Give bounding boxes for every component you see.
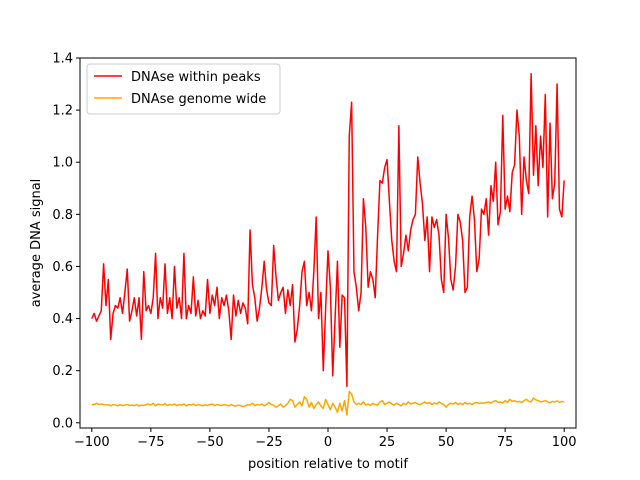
series-line-dnase-genome-wide xyxy=(91,390,565,416)
y-tick-label: 0.2 xyxy=(52,364,73,379)
y-tick-label: 1.0 xyxy=(52,156,73,171)
legend-label-dnase-within-peaks: DNAse within peaks xyxy=(131,70,261,85)
x-tick-label: −25 xyxy=(255,435,282,450)
x-tick-label: −75 xyxy=(137,435,164,450)
legend-box xyxy=(86,63,281,115)
x-tick-label: 0 xyxy=(324,435,332,450)
y-axis-label: average DNA signal xyxy=(29,179,44,308)
series-layer xyxy=(91,72,565,416)
x-tick-label: 25 xyxy=(379,435,396,450)
x-tick-label: 75 xyxy=(497,435,514,450)
x-axis-label: position relative to motif xyxy=(248,457,408,472)
x-tick-label: 50 xyxy=(438,435,455,450)
x-tick-label: −100 xyxy=(74,435,110,450)
y-tick-label: 1.2 xyxy=(52,104,73,119)
x-tick-label: 100 xyxy=(552,435,577,450)
y-tick-label: 1.4 xyxy=(52,52,73,67)
y-tick-label: 0.6 xyxy=(52,260,73,275)
series-line-dnase-within-peaks xyxy=(91,72,565,388)
y-tick-label: 0.8 xyxy=(52,208,73,223)
y-tick-label: 0.0 xyxy=(52,416,73,431)
x-tick-label: −50 xyxy=(196,435,223,450)
y-axis: 0.0 0.2 0.4 0.6 0.8 1.0 1.2 1.4 xyxy=(52,52,80,431)
x-axis: −100 −75 −50 −25 0 25 50 75 100 xyxy=(74,428,577,450)
legend: DNAse within peaks DNAse genome wide xyxy=(86,63,281,115)
legend-label-dnase-genome-wide: DNAse genome wide xyxy=(131,92,266,107)
y-tick-label: 0.4 xyxy=(52,312,73,327)
